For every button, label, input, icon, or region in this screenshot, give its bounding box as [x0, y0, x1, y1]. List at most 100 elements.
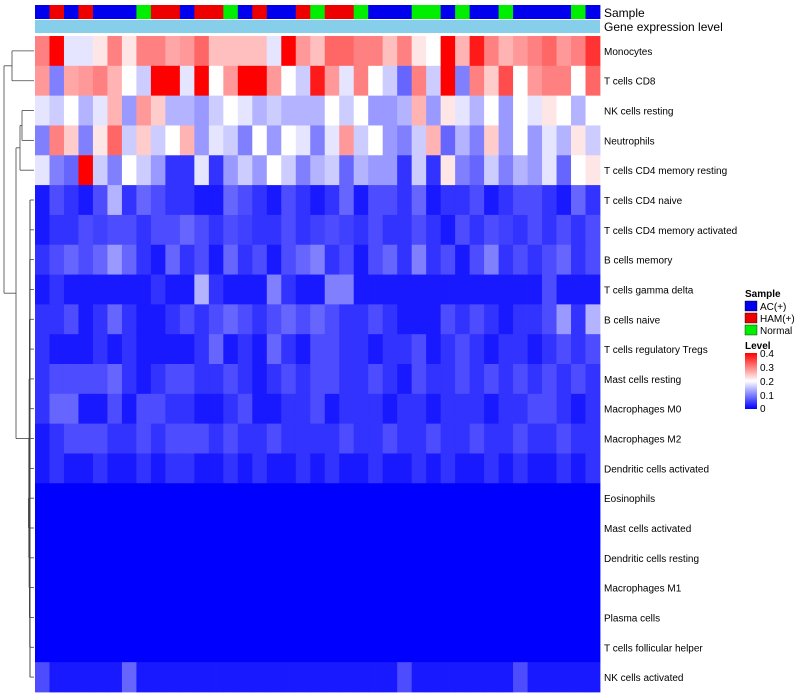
heatmap-cell	[179, 602, 195, 633]
heatmap-cell	[571, 334, 586, 365]
row-labels: Monocytes T cells CD8 NK cells resting Neut…	[604, 47, 737, 684]
heatmap-cell	[498, 483, 514, 514]
heatmap-cell	[266, 274, 282, 305]
heatmap-cell	[397, 214, 413, 246]
heatmap-cell	[556, 244, 572, 275]
heatmap-cell	[310, 244, 326, 275]
heatmap-cell	[397, 65, 413, 97]
heatmap-cell	[223, 95, 239, 126]
heatmap-cell	[266, 125, 282, 156]
heatmap-cell	[237, 572, 253, 603]
heatmap-cell	[527, 662, 543, 693]
heatmap-cell	[411, 513, 427, 544]
heatmap-cell	[252, 155, 268, 186]
heatmap-cell	[411, 214, 427, 246]
heatmap-cell	[339, 65, 355, 97]
heatmap-cell	[324, 185, 340, 216]
heatmap-cell	[382, 36, 398, 67]
row-label: T cells CD4 memory resting	[604, 166, 727, 177]
heatmap-cell	[121, 36, 137, 67]
heatmap-cell	[542, 304, 557, 335]
heatmap-cell	[295, 513, 311, 544]
heatmap-cell	[49, 214, 65, 246]
heatmap-cell	[194, 423, 210, 454]
heatmap-cell	[368, 214, 384, 246]
heatmap-cell	[223, 244, 239, 275]
heatmap-cell	[411, 36, 427, 67]
heatmap-cell	[310, 542, 326, 574]
level-tick-0-2: 0.2	[760, 377, 774, 388]
heatmap-cell	[150, 244, 166, 275]
heatmap-cell	[527, 95, 543, 126]
heatmap-cell	[266, 483, 282, 514]
heatmap-cell	[63, 483, 79, 514]
heatmap-cell	[513, 542, 528, 574]
heatmap-cell	[469, 155, 485, 186]
heatmap-cell	[63, 364, 79, 395]
heatmap-cell	[35, 542, 50, 574]
heatmap-cell	[324, 602, 340, 633]
heatmap-cell	[440, 36, 456, 67]
heatmap-cell	[527, 334, 543, 365]
legend-swatch-ac	[744, 300, 758, 312]
heatmap-cell	[556, 214, 572, 246]
heatmap-cell	[353, 483, 369, 514]
heatmap-cell	[542, 125, 557, 156]
heatmap-cell	[223, 572, 239, 603]
heatmap-cell	[527, 244, 543, 275]
heatmap-cell	[411, 542, 427, 574]
heatmap-cell	[440, 393, 456, 425]
heatmap-cell	[150, 393, 166, 425]
heatmap-cell	[571, 185, 586, 216]
heatmap-cell	[281, 155, 297, 186]
heatmap-cell	[281, 95, 297, 126]
heatmap-cell	[107, 423, 123, 454]
heatmap-cell	[281, 513, 297, 544]
heatmap-cell	[542, 364, 557, 395]
heatmap-cell	[92, 513, 108, 544]
row-label: Macrophages M2	[604, 435, 682, 446]
heatmap-cell	[484, 602, 499, 633]
heatmap-cell	[368, 304, 384, 335]
heatmap-cell	[266, 244, 282, 275]
heatmap-cell	[527, 304, 543, 335]
heatmap-cell	[382, 244, 398, 275]
heatmap-cell	[484, 423, 499, 454]
heatmap-cell	[571, 632, 586, 663]
heatmap-cell	[63, 125, 79, 156]
heatmap-cell	[136, 65, 152, 97]
sample-annotation-cell	[411, 5, 427, 19]
heatmap-cell	[324, 662, 340, 693]
heatmap-cell	[194, 185, 210, 216]
heatmap-cell	[571, 453, 586, 484]
heatmap-cell	[179, 334, 195, 365]
heatmap-cell	[411, 65, 427, 97]
heatmap-cell	[455, 453, 471, 484]
heatmap-cell	[266, 632, 282, 663]
heatmap-cell	[324, 244, 340, 275]
heatmap-cell	[585, 244, 601, 275]
heatmap-cell	[49, 542, 65, 574]
gene-expression-level-bar	[35, 20, 600, 33]
row-label: Mast cells activated	[604, 524, 691, 535]
heatmap-cell	[426, 662, 442, 693]
heatmap-cell	[121, 334, 137, 365]
heatmap-cell	[339, 214, 355, 246]
heatmap-cell	[78, 542, 94, 574]
heatmap-cell	[542, 632, 557, 663]
heatmap-cell	[411, 602, 427, 633]
heatmap-cell	[121, 423, 137, 454]
heatmap-cells	[35, 36, 601, 693]
heatmap-cell	[179, 95, 195, 126]
row-label: Dendritic cells resting	[604, 554, 699, 565]
heatmap-cell	[513, 572, 528, 603]
heatmap-cell	[469, 513, 485, 544]
heatmap-cell	[353, 36, 369, 67]
heatmap-cell	[266, 214, 282, 246]
heatmap-cell	[35, 65, 50, 97]
heatmap-cell	[208, 244, 224, 275]
sample-annotation-cell	[556, 5, 572, 19]
heatmap-cell	[556, 125, 572, 156]
heatmap-cell	[426, 632, 442, 663]
heatmap-cell	[223, 125, 239, 156]
